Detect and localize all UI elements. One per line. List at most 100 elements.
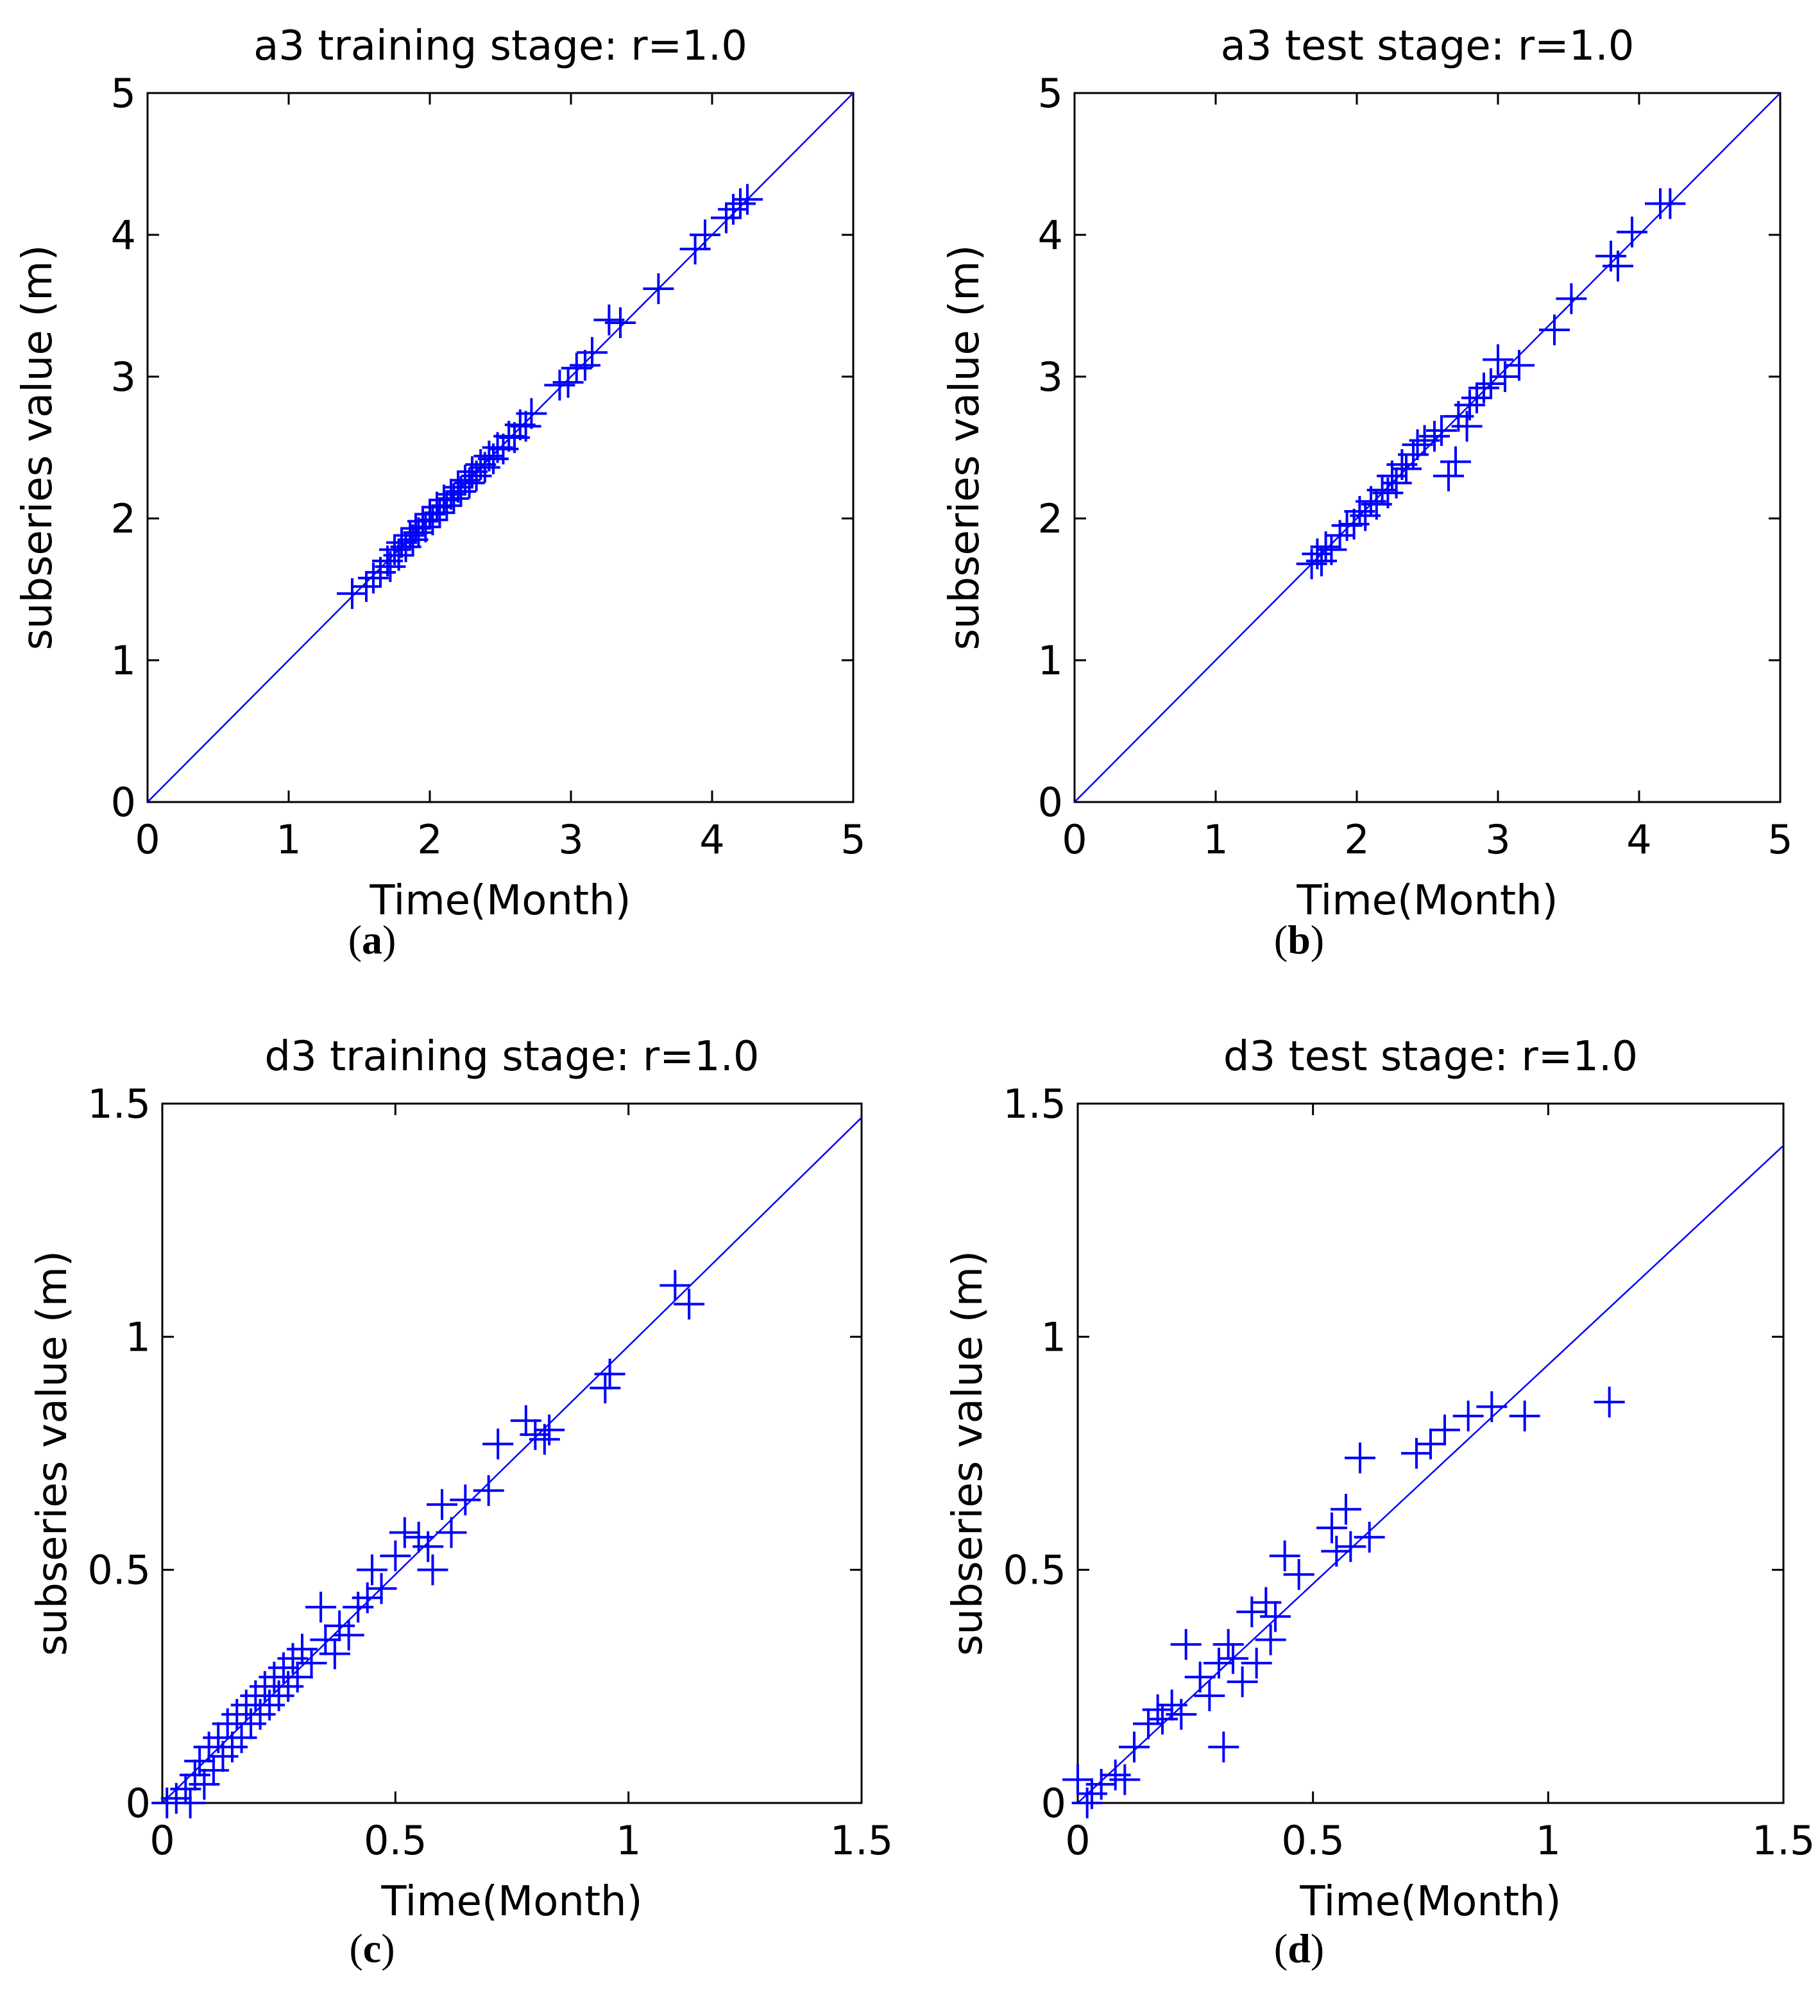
y-tick-label: 1: [1041, 1313, 1066, 1360]
data-point: [674, 1288, 705, 1320]
y-tick-label: 1: [126, 1313, 151, 1360]
data-point: [424, 497, 455, 529]
x-tick-label: 1: [1203, 816, 1228, 863]
y-tick-label: 2: [111, 495, 136, 542]
data-point: [417, 504, 448, 536]
x-tick-label: 1: [1536, 1817, 1561, 1864]
y-tick-label: 1: [1038, 637, 1063, 684]
data-point: [1483, 344, 1513, 375]
x-tick-label: 3: [558, 816, 583, 863]
y-tick-label: 0: [1041, 1780, 1066, 1827]
x-tick-label: 0: [135, 816, 160, 863]
y-tick-label: 5: [111, 70, 136, 117]
data-point: [1451, 411, 1483, 442]
data-point: [417, 1554, 448, 1585]
data-point: [1260, 1601, 1291, 1632]
series-training: [151, 1270, 705, 1818]
x-tick-label: 0: [149, 1817, 174, 1864]
data-point: [1401, 1438, 1432, 1469]
data-point: [529, 1424, 560, 1455]
data-point: [383, 540, 414, 571]
data-point: [1283, 1559, 1314, 1590]
y-axis-label: subseries value (m): [944, 1251, 992, 1656]
y-tick-label: 0.5: [1003, 1547, 1066, 1594]
chart-panel-b: a3 test stage: r=1.0 0 1 2 3 4 5 0 1 2 3 4 5 Time(Mon…: [941, 22, 1793, 925]
data-point: [366, 1573, 397, 1604]
data-point: [1345, 1442, 1375, 1474]
data-point: [1062, 1764, 1093, 1795]
x-axis-label: Time(Month): [1299, 1878, 1561, 1926]
data-point: [1218, 1643, 1248, 1674]
panel-letter: b: [1288, 917, 1311, 962]
data-point: [510, 1405, 541, 1437]
data-point: [1142, 1694, 1173, 1725]
plot-frame: [161, 1102, 863, 1804]
fit-line: [1077, 1145, 1784, 1804]
data-point: [1194, 1680, 1225, 1711]
fit-line: [162, 1116, 862, 1804]
series-test: [1296, 188, 1686, 579]
data-point: [1302, 538, 1333, 570]
x-tick-label: 1: [616, 1817, 641, 1864]
data-point: [1654, 188, 1686, 219]
data-point: [1402, 429, 1433, 461]
panel-letter: c: [362, 1926, 382, 1971]
x-tick-label: 0.5: [364, 1817, 427, 1864]
chart-title: a3 test stage: r=1.0: [1221, 22, 1635, 70]
data-point: [412, 1531, 444, 1562]
data-point: [1556, 283, 1587, 314]
data-point: [457, 456, 488, 488]
data-point: [352, 1582, 383, 1614]
data-point: [436, 1517, 467, 1548]
data-point: [510, 411, 541, 442]
data-point: [450, 1484, 481, 1516]
data-point: [217, 1731, 248, 1763]
x-tick-label: 0.5: [1281, 1817, 1345, 1864]
data-point: [244, 1698, 276, 1730]
x-tick-label: 2: [417, 816, 442, 863]
data-point: [594, 1358, 625, 1390]
y-tick-label: 4: [111, 212, 136, 259]
data-point: [732, 184, 763, 215]
data-point: [273, 1671, 304, 1702]
y-tick-label: 2: [1038, 495, 1063, 542]
data-point: [351, 571, 382, 602]
data-point: [1354, 1521, 1385, 1553]
data-point: [1250, 1587, 1282, 1618]
data-point: [198, 1755, 229, 1786]
data-point: [552, 366, 584, 398]
data-point: [1440, 446, 1471, 477]
series-test: [1062, 1387, 1625, 1818]
data-point: [711, 202, 742, 234]
chart-panel-d: d3 test stage: r=1.0 0 0.5 1 1.5 0 0.5 1 1.5 Time…: [944, 1033, 1815, 1926]
x-tick-label: 3: [1485, 816, 1510, 863]
data-point: [1147, 1704, 1178, 1735]
plot-frame: [146, 92, 855, 803]
data-point: [1335, 1531, 1366, 1562]
x-tick-label: 1.5: [1752, 1817, 1816, 1864]
data-point: [287, 1634, 318, 1665]
data-point: [1316, 1512, 1347, 1544]
panel-label-b: (b): [1273, 917, 1325, 962]
data-point: [189, 1768, 220, 1800]
data-point: [1212, 1628, 1244, 1660]
data-point: [268, 1652, 299, 1684]
data-point: [319, 1638, 350, 1670]
data-point: [570, 350, 600, 381]
data-point: [389, 1517, 420, 1548]
data-point: [605, 307, 636, 339]
plot-frame: [1076, 1102, 1785, 1804]
data-point: [403, 1521, 434, 1553]
data-point: [561, 352, 592, 384]
y-axis-label: subseries value (m): [941, 245, 989, 651]
x-tick-label: 1.5: [830, 1817, 894, 1864]
data-point: [1429, 1414, 1460, 1446]
data-point: [207, 1741, 239, 1772]
data-point: [1468, 372, 1499, 404]
data-point: [1504, 350, 1535, 381]
y-tick-label: 0.5: [87, 1547, 151, 1594]
panel-letter: d: [1288, 1926, 1311, 1971]
data-point: [1433, 460, 1464, 491]
panel-label-d: (d): [1273, 1926, 1325, 1971]
x-tick-label: 0: [1062, 816, 1087, 863]
